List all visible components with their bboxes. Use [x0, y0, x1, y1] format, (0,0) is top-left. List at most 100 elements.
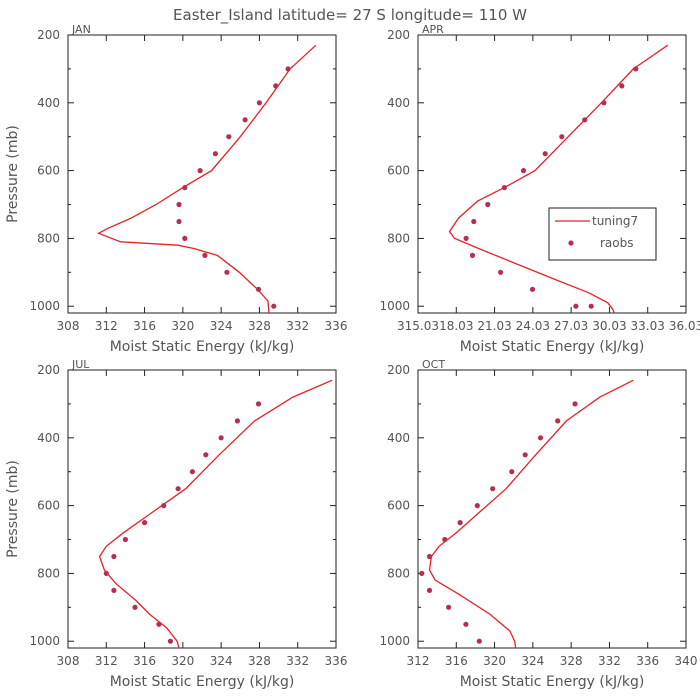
- x-tick-label: 332: [286, 654, 309, 668]
- data-point-raobs: [122, 536, 128, 543]
- x-tick-label: 324: [521, 654, 544, 668]
- data-point-raobs: [103, 570, 109, 577]
- data-point-raobs: [601, 100, 607, 106]
- x-tick-label: 336: [325, 319, 348, 333]
- data-point-raobs: [501, 185, 507, 191]
- data-point-raobs: [256, 100, 262, 106]
- data-point-raobs: [498, 269, 504, 275]
- x-tick-label: 315.03: [397, 319, 439, 333]
- data-point-raobs: [559, 134, 565, 140]
- panel-apr: 315.03 18.03 21.03 24.03 27.03 30.03 33.03 36.0…: [379, 23, 700, 355]
- x-tick-label: 312: [407, 654, 430, 668]
- x-tick-label: 324: [210, 319, 233, 333]
- data-point-raobs: [537, 435, 544, 441]
- x-tick-label: 308: [57, 319, 80, 333]
- y-tick-label: 1000: [29, 299, 60, 313]
- data-point-raobs: [471, 218, 477, 225]
- data-point-raobs: [474, 503, 480, 509]
- y-tick-label: 1000: [379, 634, 410, 648]
- y-tick-label: 600: [387, 499, 410, 513]
- data-point-raobs: [442, 536, 448, 543]
- series-line-tuning7: [97, 44, 317, 314]
- data-point-raobs: [132, 604, 138, 610]
- data-point-raobs: [485, 201, 491, 208]
- data-point-raobs: [111, 587, 117, 594]
- x-axis-label: Moist Static Energy (kJ/kg): [460, 674, 645, 690]
- y-tick-label: 400: [37, 431, 60, 445]
- legend-point-swatch: [568, 240, 574, 246]
- panel-title: JAN: [71, 23, 91, 36]
- x-tick-label: 332: [286, 319, 309, 333]
- data-point-raobs: [520, 168, 527, 174]
- y-tick-label: 200: [387, 28, 410, 42]
- y-tick-label: 400: [387, 96, 410, 110]
- panel-oct: 312 316 320 324 328 332 336 340 200 400 600 800 1000…: [379, 358, 697, 690]
- y-tick-label: 400: [37, 96, 60, 110]
- panel-title: APR: [422, 23, 444, 36]
- y-tick-label: 600: [37, 164, 60, 178]
- data-point-raobs: [255, 286, 262, 292]
- x-tick-label: 312: [95, 654, 118, 668]
- data-point-raobs: [224, 269, 230, 275]
- data-point-raobs: [161, 503, 167, 509]
- legend-model-label: tuning7: [592, 214, 638, 228]
- data-point-raobs: [176, 201, 182, 208]
- x-tick-label: 328: [248, 654, 271, 668]
- data-point-raobs: [156, 621, 162, 627]
- data-point-raobs: [197, 168, 203, 174]
- data-point-raobs: [182, 185, 188, 191]
- y-tick-label: 200: [37, 28, 60, 42]
- x-tick-label: 324: [210, 654, 233, 668]
- data-point-raobs: [203, 452, 209, 458]
- y-tick-label: 1000: [379, 299, 410, 313]
- data-point-raobs: [142, 520, 148, 526]
- figure-title: Easter_Island latitude= 27 S longitude= …: [173, 6, 527, 25]
- x-tick-label: 27.03: [554, 319, 588, 333]
- y-tick-label: 800: [387, 231, 410, 245]
- x-tick-label: 320: [171, 319, 194, 333]
- data-point-raobs: [111, 553, 117, 560]
- data-point-raobs: [509, 469, 515, 475]
- y-tick-label: 800: [387, 566, 410, 580]
- data-point-raobs: [182, 235, 188, 241]
- y-tick-label: 800: [37, 231, 60, 245]
- data-point-raobs: [273, 83, 279, 89]
- data-point-raobs: [426, 587, 433, 594]
- x-tick-label: 21.03: [477, 319, 511, 333]
- data-point-raobs: [555, 418, 561, 424]
- x-tick-label: 328: [248, 319, 271, 333]
- data-point-raobs: [271, 303, 277, 309]
- data-point-raobs: [167, 638, 173, 644]
- data-point-raobs: [490, 486, 496, 492]
- data-point-raobs: [446, 604, 452, 610]
- data-point-raobs: [457, 520, 463, 526]
- x-tick-label: 320: [171, 654, 194, 668]
- x-tick-label: 316: [445, 654, 468, 668]
- y-tick-label: 600: [37, 499, 60, 513]
- data-point-raobs: [176, 218, 182, 225]
- data-point-raobs: [426, 553, 433, 560]
- x-tick-label: 328: [560, 654, 583, 668]
- data-point-raobs: [469, 252, 476, 258]
- x-tick-label: 24.03: [516, 319, 550, 333]
- y-axis-label: Pressure (mb): [5, 460, 21, 558]
- data-point-raobs: [582, 117, 588, 123]
- data-point-raobs: [202, 252, 208, 258]
- data-point-raobs: [572, 401, 578, 407]
- x-tick-label: 340: [675, 654, 698, 668]
- data-point-raobs: [218, 435, 224, 441]
- y-axis-label: Pressure (mb): [5, 125, 21, 223]
- series-line-tuning7: [98, 379, 333, 649]
- plot-frame: [67, 34, 337, 314]
- y-tick-label: 200: [387, 363, 410, 377]
- x-tick-label: 18.03: [439, 319, 473, 333]
- x-tick-label: 308: [57, 654, 80, 668]
- y-tick-label: 1000: [29, 634, 60, 648]
- y-tick-label: 600: [387, 164, 410, 178]
- data-point-raobs: [419, 570, 425, 577]
- data-point-raobs: [463, 621, 469, 627]
- x-tick-label: 332: [598, 654, 621, 668]
- y-tick-label: 400: [387, 431, 410, 445]
- x-tick-label: 316: [133, 319, 156, 333]
- legend: tuning7 raobs: [548, 207, 657, 261]
